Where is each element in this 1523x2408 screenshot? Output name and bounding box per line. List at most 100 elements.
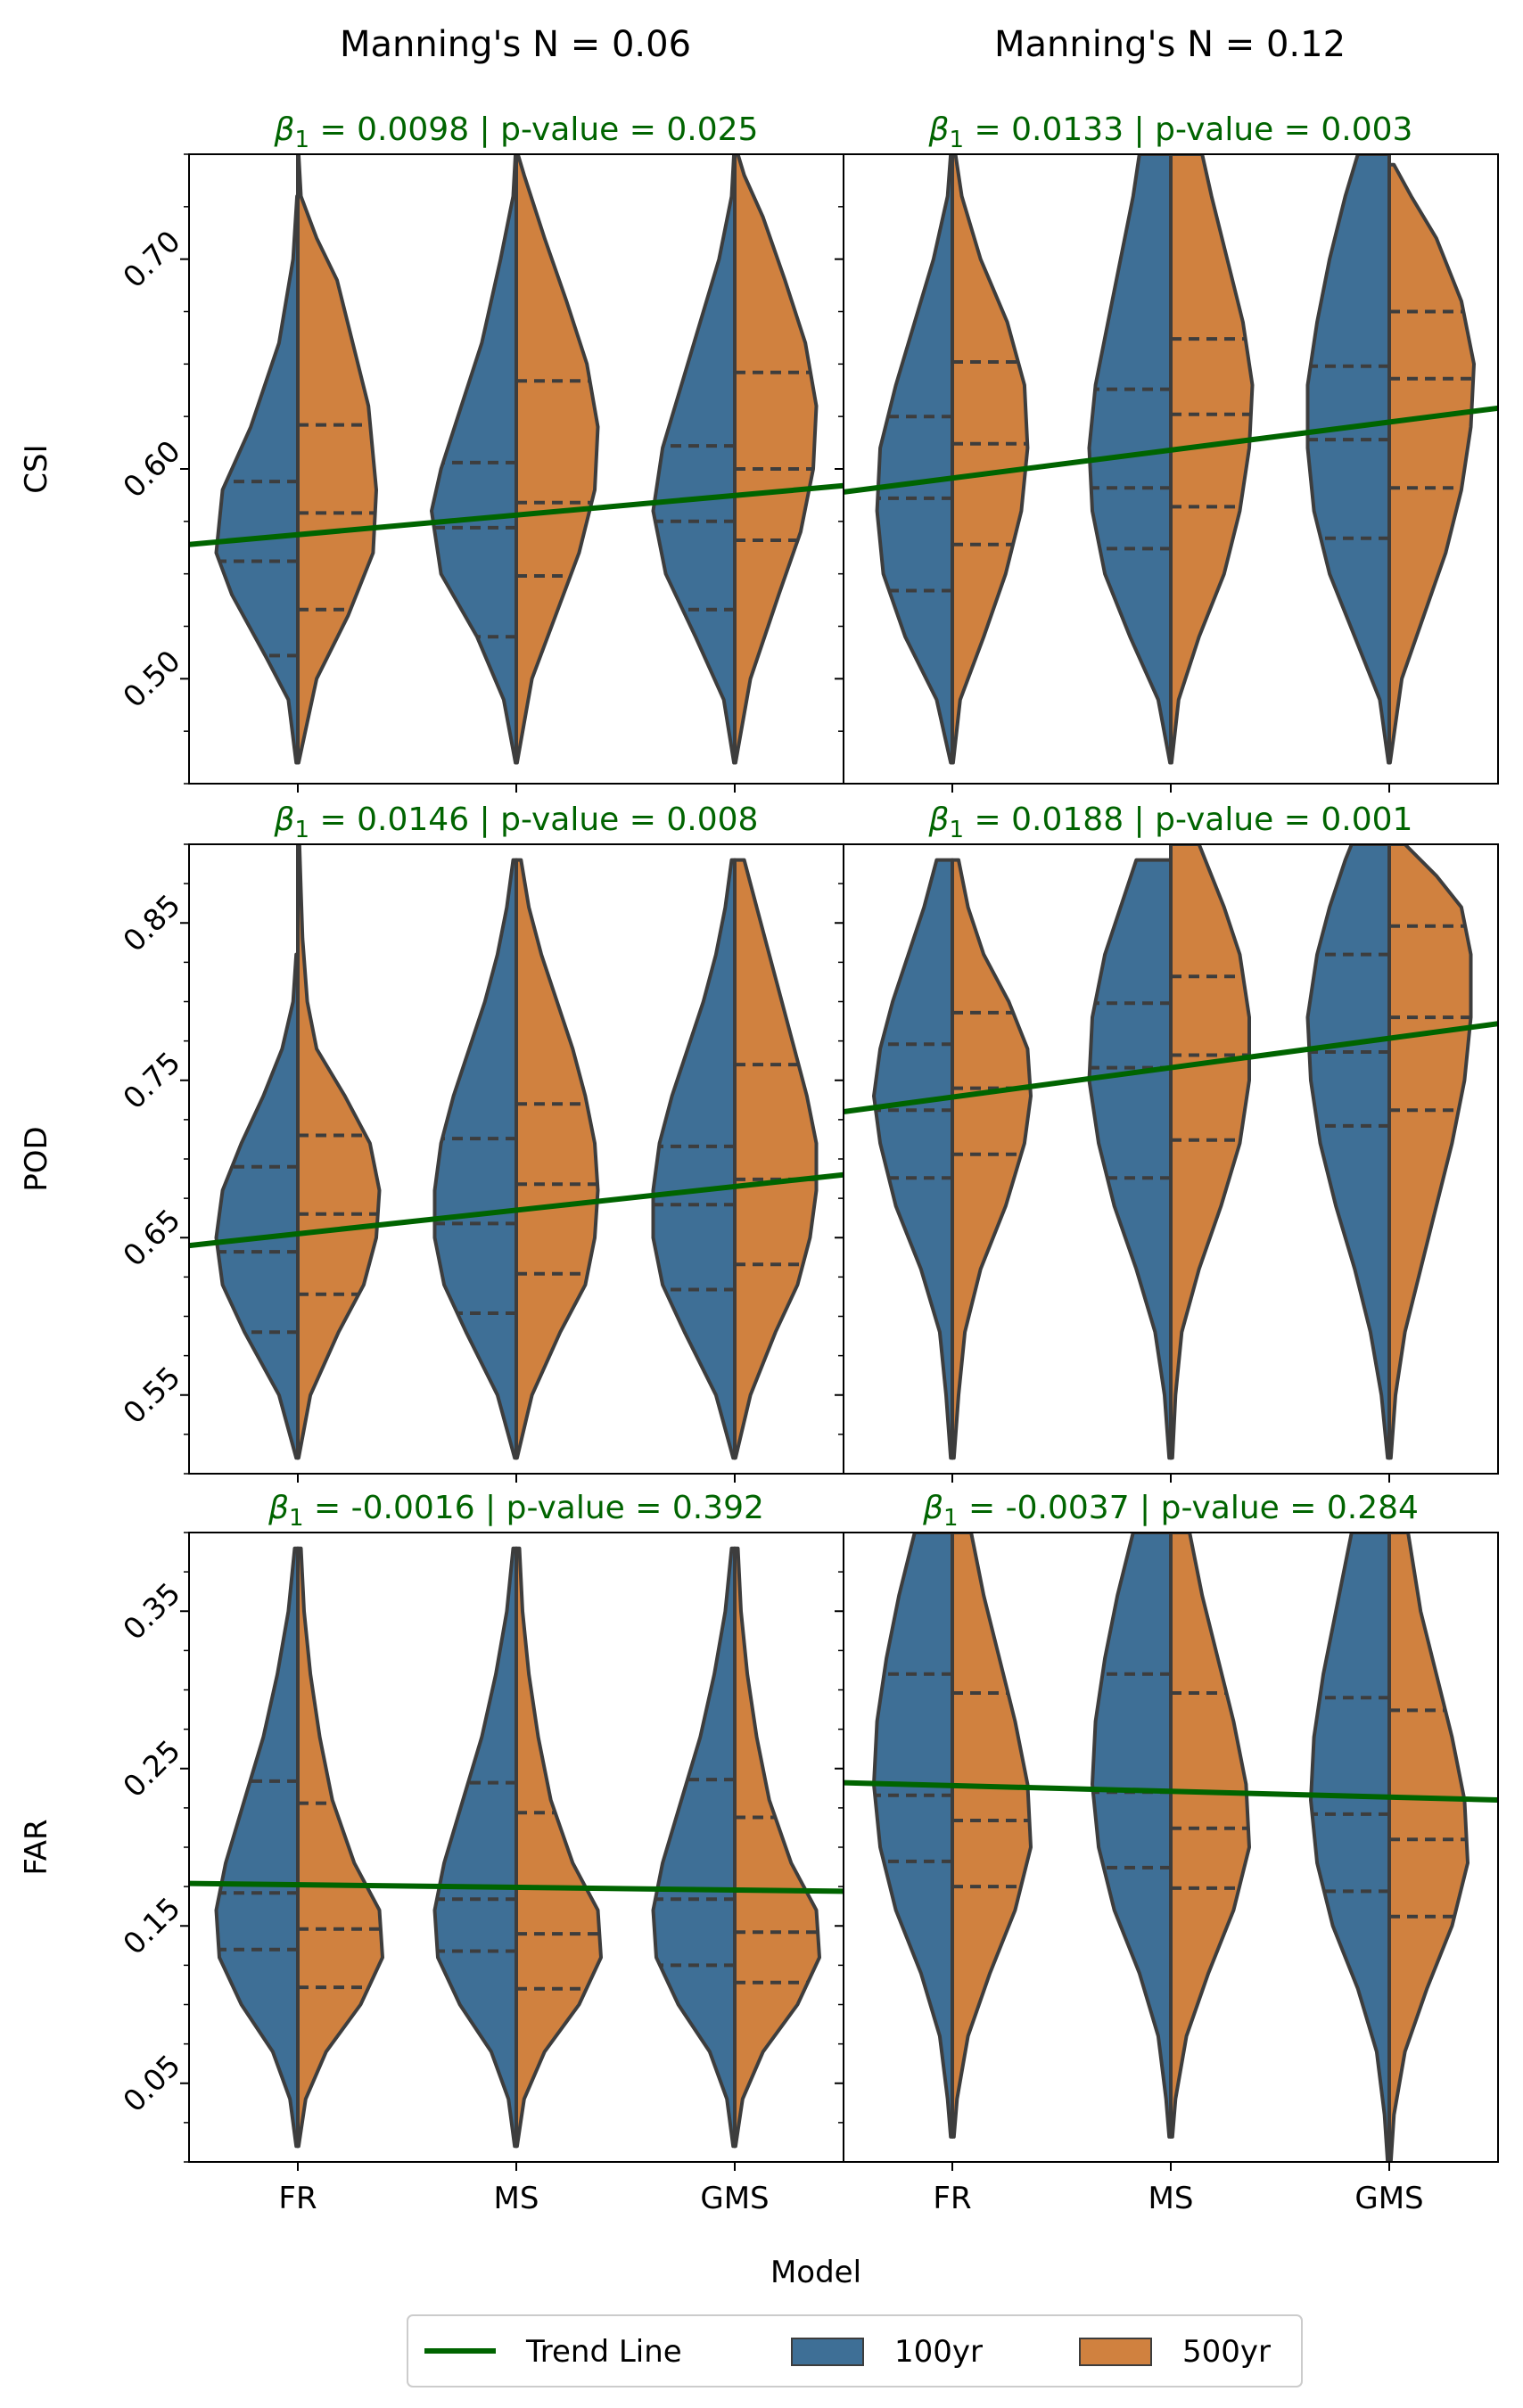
legend-100yr-swatch: [791, 2338, 864, 2366]
trend-line: [189, 1171, 844, 1249]
violin-fr-500yr: [951, 858, 1033, 1460]
plot-area: [844, 1533, 1498, 2162]
beta-subscript: 1: [943, 1505, 959, 1532]
y-tick-label: 0.25: [116, 1733, 187, 1804]
trend-line: [844, 1779, 1498, 1803]
violin-gms-500yr: [1387, 162, 1476, 765]
violin-ms-100yr: [1091, 1533, 1173, 2139]
y-tick-label: 0.70: [116, 224, 187, 295]
y-axis-label: POD: [19, 1126, 54, 1191]
regression-values: = -0.0037 | p-value = 0.284: [959, 1490, 1419, 1526]
x-tick-label-ms: MS: [494, 2181, 539, 2216]
y-tick-label: 0.50: [116, 644, 187, 715]
y-tick-label: 0.15: [116, 1890, 187, 1961]
legend-500yr-label: 500yr: [1182, 2334, 1271, 2370]
beta-symbol: β: [928, 111, 950, 148]
violin-gms-100yr: [1305, 844, 1391, 1460]
violin-ms-500yr: [1169, 154, 1255, 765]
panel-pod-n012: β1 = 0.0188 | p-value = 0.001: [835, 801, 1499, 1483]
plot-area: [189, 844, 844, 1460]
regression-annotation: β1 = 0.0188 | p-value = 0.001: [928, 801, 1413, 843]
regression-values: = -0.0016 | p-value = 0.392: [304, 1490, 764, 1526]
beta-subscript: 1: [295, 127, 310, 153]
violin-fr-500yr: [951, 154, 1030, 765]
violin-fr-500yr: [296, 1546, 384, 2149]
violin-fr-500yr: [296, 154, 378, 765]
x-tick-label-fr: FR: [933, 2181, 971, 2216]
beta-symbol: β: [274, 111, 295, 148]
panel-csi-n006: 0.50 0.60 0.70 CSI β1 = 0.0098 | p-value = 0…: [19, 111, 844, 793]
x-axis-label: Model: [770, 2255, 861, 2290]
violin-gms-100yr: [651, 154, 737, 765]
regression-annotation: β1 = -0.0037 | p-value = 0.284: [922, 1490, 1419, 1532]
legend-trend-line-label: Trend Line: [525, 2334, 682, 2370]
violin-ms-500yr: [515, 1546, 603, 2149]
y-axis-label: FAR: [19, 1819, 54, 1875]
violin-fr-100yr: [872, 858, 954, 1460]
violin-ms-500yr: [515, 154, 600, 765]
violin-fr-500yr: [951, 1533, 1033, 2139]
plot-area: [189, 154, 844, 765]
x-tick-label-gms: GMS: [700, 2181, 769, 2216]
violin-ms-500yr: [1169, 1533, 1251, 2139]
violin-gms-500yr: [733, 154, 819, 765]
y-tick-label: 0.05: [116, 2048, 187, 2119]
violin-ms-100yr: [1087, 154, 1173, 765]
violin-fr-100yr: [214, 194, 300, 765]
violin-ms-100yr: [430, 154, 518, 765]
violin-fr-500yr: [296, 844, 382, 1460]
y-tick-label: 0.35: [116, 1575, 187, 1647]
plot-area: [844, 154, 1498, 765]
violin-ms-500yr: [1169, 844, 1251, 1460]
beta-subscript: 1: [295, 817, 310, 843]
legend: Trend Line 100yr 500yr: [407, 2314, 1303, 2387]
plot-area: [189, 1546, 844, 2149]
regression-values: = 0.0133 | p-value = 0.003: [964, 111, 1412, 148]
column-title-right: Manning's N = 0.12: [994, 24, 1346, 65]
regression-annotation: β1 = 0.0146 | p-value = 0.008: [274, 801, 759, 843]
violin-ms-100yr: [432, 858, 518, 1460]
x-tick-label-fr: FR: [278, 2181, 317, 2216]
violin-fr-100yr: [875, 154, 954, 765]
panel-pod-n006: 0.55 0.65 0.75 0.85 POD β1 = 0.0146 | p-value…: [19, 801, 844, 1483]
trend-line: [189, 482, 844, 547]
regression-values: = 0.0146 | p-value = 0.008: [309, 801, 758, 838]
y-tick-label: 0.85: [116, 887, 187, 958]
y-tick-label: 0.60: [116, 433, 187, 505]
violin-fr-100yr: [214, 1546, 300, 2149]
violin-gms-100yr: [1305, 154, 1391, 765]
beta-symbol: β: [274, 801, 295, 838]
beta-subscript: 1: [950, 817, 965, 843]
regression-annotation: β1 = 0.0098 | p-value = 0.025: [274, 111, 759, 153]
trend-line: [189, 1880, 844, 1894]
y-tick-label: 0.65: [116, 1202, 187, 1273]
plot-area: [844, 844, 1498, 1460]
legend-100yr-label: 100yr: [894, 2334, 983, 2370]
beta-symbol: β: [268, 1490, 289, 1526]
y-tick-label: 0.75: [116, 1045, 187, 1116]
violin-gms-500yr: [1387, 1533, 1469, 2162]
violin-gms-100yr: [651, 858, 737, 1460]
legend-500yr-swatch: [1079, 2338, 1152, 2366]
beta-subscript: 1: [950, 127, 965, 153]
panel-csi-n012: β1 = 0.0133 | p-value = 0.003: [835, 111, 1499, 793]
x-tick-label-ms: MS: [1148, 2181, 1194, 2216]
violin-ms-100yr: [432, 1546, 518, 2149]
beta-symbol: β: [922, 1490, 943, 1526]
violin-gms-500yr: [733, 1546, 821, 2149]
beta-symbol: β: [928, 801, 950, 838]
regression-values: = 0.0188 | p-value = 0.001: [964, 801, 1412, 838]
x-tick-label-gms: GMS: [1354, 2181, 1423, 2216]
beta-subscript: 1: [289, 1505, 304, 1532]
column-title-left: Manning's N = 0.06: [340, 24, 691, 65]
trend-line: [844, 1021, 1498, 1114]
regression-annotation: β1 = -0.0016 | p-value = 0.392: [268, 1490, 764, 1532]
regression-values: = 0.0098 | p-value = 0.025: [309, 111, 758, 148]
violin-gms-500yr: [733, 858, 819, 1460]
violin-gms-500yr: [1387, 844, 1473, 1460]
trend-line: [844, 405, 1498, 495]
panel-far-n012: FR MS GMS β1 = -0.0037 | p-value = 0.284: [835, 1490, 1499, 2216]
regression-annotation: β1 = 0.0133 | p-value = 0.003: [928, 111, 1413, 153]
violin-ms-500yr: [515, 858, 600, 1460]
